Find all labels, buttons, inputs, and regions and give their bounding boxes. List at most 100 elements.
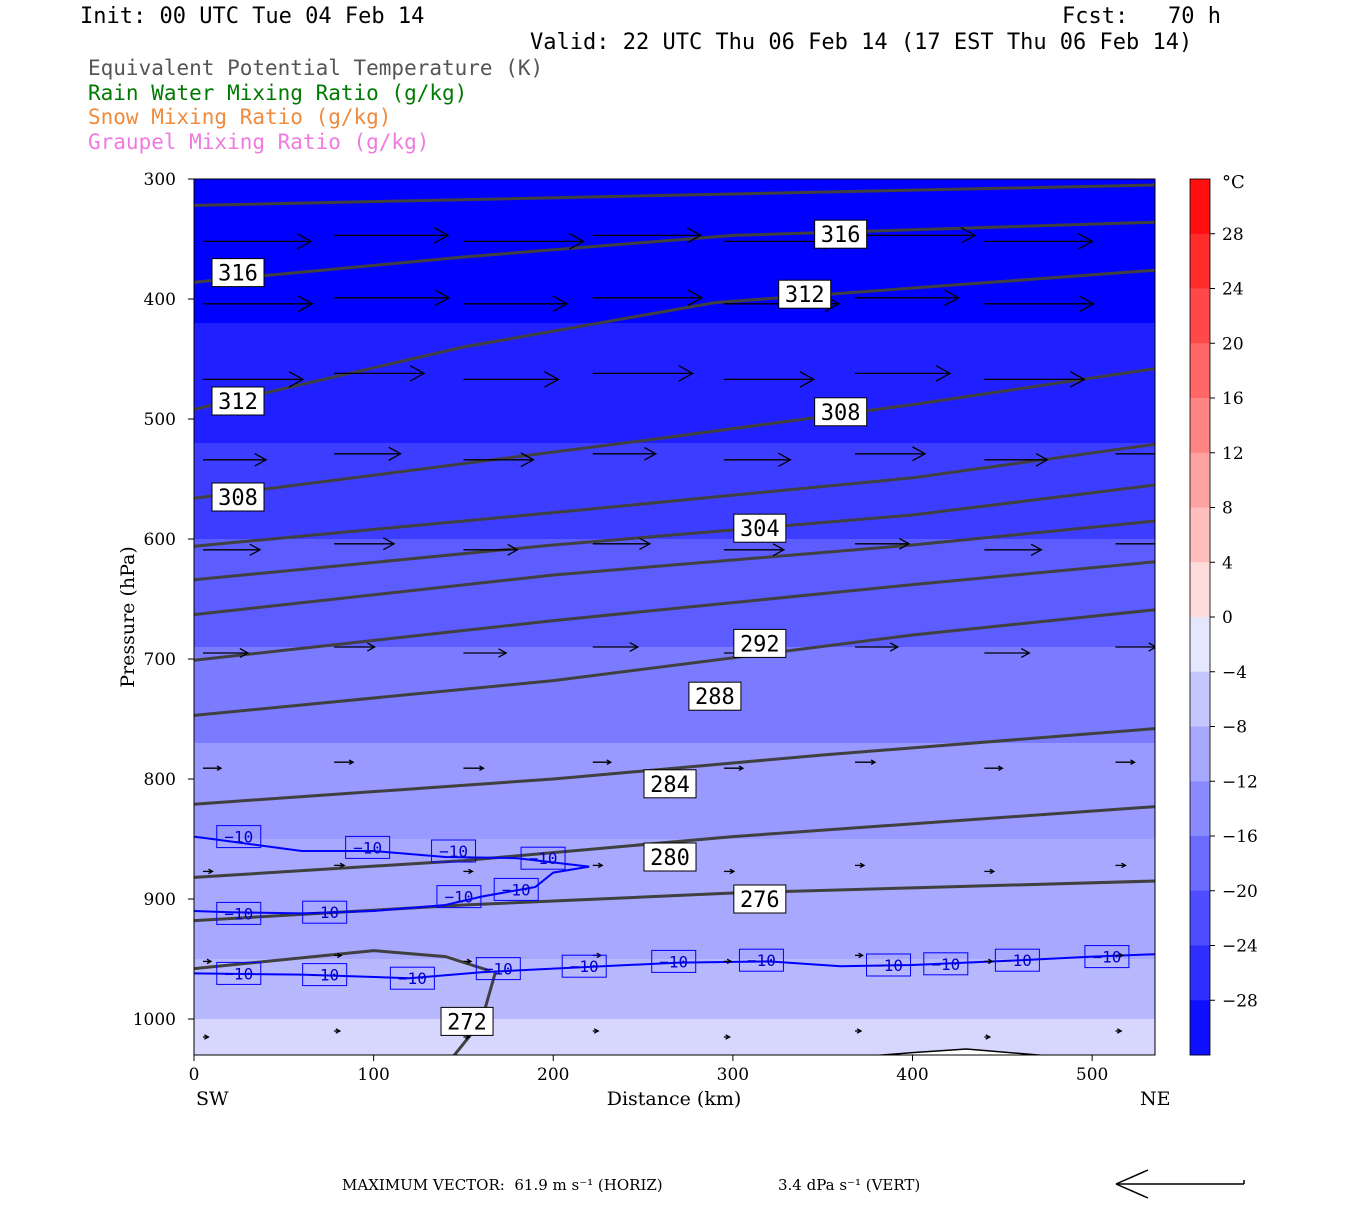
isotherm-label: −10 <box>1003 951 1032 970</box>
wind-vector-head <box>629 641 640 653</box>
theta-e-label-box <box>211 386 265 416</box>
theta-e-label: 276 <box>740 888 780 913</box>
theta-e-contour <box>194 608 1155 717</box>
temp-fill-band <box>194 959 1155 1019</box>
y-tick-label: 400 <box>144 290 176 310</box>
isotherm-label-box <box>216 901 262 925</box>
wind-vector-head <box>644 446 658 461</box>
valid-time: Valid: 22 UTC Thu 06 Feb 14 (17 EST Thu … <box>530 30 1193 55</box>
wind-vector-head <box>1020 647 1031 659</box>
colorbar-tick-label: 8 <box>1222 499 1233 519</box>
wind-vector-head <box>1118 952 1125 959</box>
isotherm-label: −10 <box>439 842 468 861</box>
colorbar-bin <box>1190 836 1210 892</box>
y-tick-label: 500 <box>144 410 176 430</box>
wind-vector-head <box>409 365 426 382</box>
theta-e-label-box <box>643 842 697 872</box>
isotherm-label-box <box>475 957 521 981</box>
colorbar-tick-label: −4 <box>1222 663 1247 683</box>
field-legend-snow: Snow Mixing Ratio (g/kg) <box>88 105 392 129</box>
wind-vector-head <box>725 1034 731 1040</box>
wind-vector-head <box>772 543 786 557</box>
isotherm-label: −10 <box>502 880 531 899</box>
colorbar-tick-label: −12 <box>1222 772 1258 792</box>
theta-e-label: 280 <box>650 846 690 871</box>
isotherm-label: −10 <box>570 957 599 976</box>
isotherm-label: −10 <box>398 969 427 988</box>
wind-vector-head <box>479 765 485 771</box>
theta-e-label: 316 <box>821 223 861 248</box>
max-vector-vert: 3.4 dPa s⁻¹ (VERT) <box>778 1176 921 1194</box>
wind-vector-head <box>216 765 223 771</box>
isotherm-label: −10 <box>310 966 339 985</box>
isotherm-label-box <box>1084 945 1130 969</box>
isotherm-label: −10 <box>931 955 960 974</box>
colorbar-bin <box>1190 890 1210 946</box>
wind-vector-head <box>1148 642 1155 652</box>
x-tick-label: 100 <box>357 1065 389 1085</box>
theta-e-contour <box>194 220 1155 284</box>
isotherm-label: −10 <box>224 828 253 847</box>
isotherm-label: −10 <box>484 960 513 979</box>
plot-frame <box>193 178 1156 1056</box>
theta-e-label: 308 <box>218 486 258 511</box>
wind-vector-head <box>944 289 960 307</box>
colorbar-tick-label: 28 <box>1222 225 1244 245</box>
theta-e-label: 284 <box>650 773 690 798</box>
wind-vector-head <box>778 452 792 467</box>
colorbar-bin <box>1190 288 1210 344</box>
colorbar-bin <box>1190 1000 1210 1056</box>
wind-vector-head <box>859 862 866 869</box>
colorbar-tick-label: 0 <box>1222 608 1233 628</box>
theta-e-label-box <box>211 482 265 512</box>
wind-vector-head <box>254 452 268 467</box>
wind-vector-head <box>985 1034 992 1040</box>
colorbar-tick-label: 12 <box>1222 444 1244 464</box>
wind-vector-head <box>988 958 994 965</box>
wind-vector-head <box>288 371 305 388</box>
theta-e-label-box <box>211 258 265 288</box>
surface-line <box>873 1048 1046 1055</box>
field-legend-rain: Rain Water Mixing Ratio (g/kg) <box>88 81 468 105</box>
isotherm-minus10 <box>194 835 590 915</box>
wind-vector-head <box>639 537 652 551</box>
isotherm-label: −10 <box>224 964 253 983</box>
y-axis-title: Pressure (hPa) <box>117 546 139 688</box>
theta-e-label: 308 <box>821 401 861 426</box>
isotherm-label-box <box>923 952 969 976</box>
colorbar-tick-label: −16 <box>1222 827 1258 847</box>
theta-e-label-box <box>733 628 787 658</box>
isotherm-label-box <box>493 877 539 901</box>
wind-vector-head <box>799 371 816 388</box>
theta-e-contour <box>194 560 1155 662</box>
theta-e-label-box <box>814 397 868 427</box>
wind-vector-head <box>544 371 560 388</box>
wind-vector-head <box>433 227 450 244</box>
wind-vector-head <box>204 1034 210 1040</box>
wind-vector-head <box>434 289 451 307</box>
below-ground-mask <box>194 1049 1155 1055</box>
theta-e-label-box <box>778 279 832 309</box>
isotherm-label: −10 <box>444 888 473 907</box>
field-legend-theta-e: Equivalent Potential Temperature (K) <box>88 56 544 80</box>
isotherm-label-box <box>561 954 607 978</box>
wind-vector-head <box>206 958 213 965</box>
temp-fill-band <box>194 539 1155 647</box>
y-tick-label: 900 <box>144 890 176 910</box>
theta-e-label-box <box>643 769 697 799</box>
wind-vector-head <box>466 958 473 965</box>
theta-e-label: 312 <box>785 283 825 308</box>
wind-vector-head <box>606 759 613 765</box>
wind-vector-head <box>1165 538 1176 550</box>
colorbar-bin <box>1190 398 1210 454</box>
wind-vector-head <box>686 227 703 244</box>
cross-section-plot: 316312308304292288284280276272316312308−… <box>117 170 1258 1110</box>
colorbar-bin <box>1190 671 1210 727</box>
wind-vector-head <box>678 365 695 382</box>
wind-vector-head <box>989 868 996 875</box>
theta-e-contour <box>194 183 1155 207</box>
isotherm-label-box <box>866 953 912 977</box>
max-vector-arrow <box>1115 1169 1245 1199</box>
wind-vector-head <box>249 543 262 557</box>
x-tick-label: 0 <box>189 1065 200 1085</box>
